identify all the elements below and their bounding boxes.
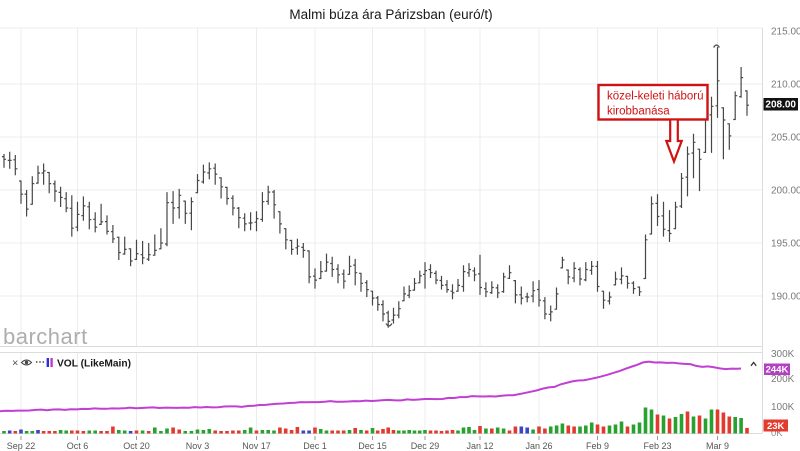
svg-text:×: × — [12, 358, 18, 370]
svg-text:205.00: 205.00 — [771, 133, 800, 144]
svg-text:Sep 22: Sep 22 — [7, 441, 36, 451]
svg-text:Oct 6: Oct 6 — [67, 441, 89, 451]
svg-text:Dec 15: Dec 15 — [358, 441, 387, 451]
svg-text:208.00: 208.00 — [765, 100, 796, 111]
svg-text:Nov 3: Nov 3 — [186, 441, 210, 451]
svg-text:244K: 244K — [766, 365, 789, 376]
svg-text:Dec 1: Dec 1 — [303, 441, 327, 451]
svg-text:200K: 200K — [771, 374, 795, 385]
svg-text:300K: 300K — [771, 349, 795, 360]
svg-text:közel-keleti háború: közel-keleti háború — [607, 91, 704, 103]
svg-text:0K: 0K — [771, 428, 783, 439]
svg-text:barchart: barchart — [3, 324, 88, 349]
svg-text:Feb 9: Feb 9 — [586, 441, 609, 451]
svg-text:Mar 9: Mar 9 — [706, 441, 729, 451]
svg-text:⋯: ⋯ — [35, 357, 45, 368]
svg-text:190.00: 190.00 — [771, 292, 800, 303]
svg-text:Oct 20: Oct 20 — [123, 441, 150, 451]
svg-text:215.00: 215.00 — [771, 27, 800, 38]
svg-text:210.00: 210.00 — [771, 80, 800, 91]
svg-text:Nov 17: Nov 17 — [242, 441, 271, 451]
svg-text:200.00: 200.00 — [771, 186, 800, 197]
svg-text:VOL (LikeMain): VOL (LikeMain) — [57, 359, 131, 370]
svg-text:23K: 23K — [767, 421, 785, 432]
svg-text:Jan 12: Jan 12 — [466, 441, 493, 451]
svg-text:Malmi búza ára Párizsban (euró: Malmi búza ára Párizsban (euró/t) — [289, 7, 492, 22]
svg-text:kirobbanása: kirobbanása — [607, 106, 670, 118]
svg-text:195.00: 195.00 — [771, 239, 800, 250]
svg-text:100K: 100K — [771, 402, 795, 413]
svg-text:Feb 23: Feb 23 — [643, 441, 671, 451]
svg-text:Dec 29: Dec 29 — [411, 441, 440, 451]
svg-text:Jan 26: Jan 26 — [525, 441, 552, 451]
